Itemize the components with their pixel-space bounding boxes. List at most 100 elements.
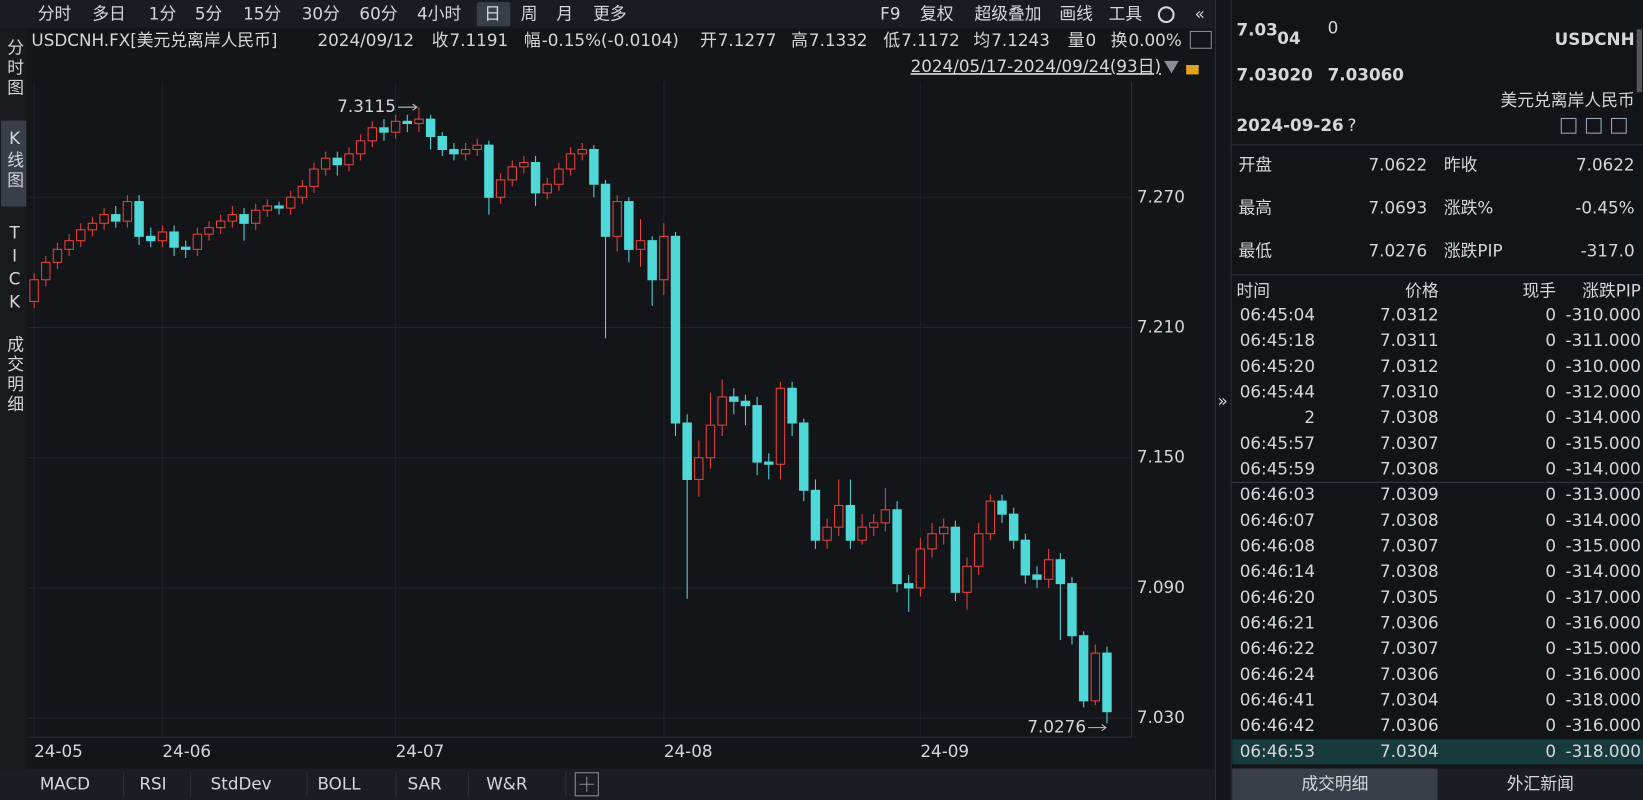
panel-tab-bg <box>1437 768 1643 800</box>
candle-body <box>799 422 809 491</box>
trade-volume: 0 <box>1545 510 1556 530</box>
indicator-tab[interactable]: BOLL <box>317 773 361 793</box>
candle-body <box>495 179 506 198</box>
indicator-tab[interactable]: StdDev <box>211 773 272 793</box>
trade-time: 06:46:42 <box>1240 715 1315 735</box>
indicator-tab[interactable]: RSI <box>139 773 166 793</box>
x-tick-label: 24-05 <box>34 741 83 761</box>
candle-body <box>682 422 692 480</box>
period-button[interactable]: 30分 <box>302 4 340 24</box>
trade-price: 7.0308 <box>1380 510 1439 530</box>
side-tab[interactable]: K线图 <box>5 128 25 191</box>
candle-body <box>764 461 774 465</box>
trade-volume: 0 <box>1545 459 1556 479</box>
stat-value: -0.45% <box>1575 198 1634 218</box>
candle-body <box>834 504 844 528</box>
trade-change: -312.000 <box>1566 382 1641 402</box>
trade-change: -316.000 <box>1566 612 1641 632</box>
candle-body <box>775 387 786 465</box>
candle-body <box>472 144 482 151</box>
side-tab[interactable]: TICK <box>5 222 25 315</box>
tool-button[interactable]: 复权 <box>920 4 954 24</box>
candle-body <box>390 120 401 133</box>
period-button[interactable]: 分时 <box>38 4 72 24</box>
candle-body <box>1078 635 1089 702</box>
trade-change: -311.000 <box>1566 330 1641 350</box>
panel-tab[interactable]: 外汇新闻 <box>1507 773 1574 793</box>
tool-button[interactable]: F9 <box>880 4 900 24</box>
trade-volume: 0 <box>1545 305 1556 325</box>
tool-button[interactable]: 工具 <box>1109 4 1143 24</box>
candle-body <box>227 214 238 222</box>
period-button[interactable]: 日 <box>484 4 501 24</box>
info-label: 开 <box>700 30 717 50</box>
trade-volume: 0 <box>1545 433 1556 453</box>
low-annotation: 7.0276 <box>1027 717 1086 737</box>
period-button[interactable]: 更多 <box>593 4 627 24</box>
panel-tab-active <box>1232 768 1438 800</box>
candle-body <box>904 583 914 589</box>
trade-volume: 0 <box>1545 612 1556 632</box>
info-label: 收 <box>432 30 449 50</box>
period-button[interactable]: 5分 <box>195 4 223 24</box>
candle-body <box>880 509 891 524</box>
stat-label: 涨跌% <box>1444 198 1493 218</box>
info-label: 均 <box>973 30 990 50</box>
trade-time: 06:46:41 <box>1240 689 1315 709</box>
candle-body <box>332 157 343 166</box>
selected-row-bg <box>1232 739 1643 765</box>
high-annotation: 7.3115 <box>337 96 396 116</box>
stat-value: 7.0276 <box>1368 241 1427 261</box>
side-tab[interactable]: 分时图 <box>5 39 25 99</box>
symbol-name: USDCNH.FX[美元兑离岸人民币] <box>31 30 277 50</box>
scrollbar <box>1636 29 1642 93</box>
panel-icon[interactable] <box>1585 117 1602 134</box>
candle-body <box>845 504 856 541</box>
candle-body <box>985 500 996 535</box>
add-indicator-plus <box>579 776 595 792</box>
period-button[interactable]: 多日 <box>92 4 126 24</box>
period-button[interactable]: 4小时 <box>417 4 461 24</box>
candle-body <box>239 214 249 224</box>
panel-icon[interactable] <box>1611 117 1627 134</box>
candle-body <box>530 162 541 194</box>
trade-volume: 0 <box>1545 715 1556 735</box>
trade-price: 7.0307 <box>1380 638 1439 658</box>
trade-time: 06:46:07 <box>1240 510 1315 530</box>
trade-header: 时间 <box>1236 280 1270 300</box>
help-mark[interactable]: ? <box>1348 115 1357 135</box>
trade-change: -314.000 <box>1566 510 1641 530</box>
trade-time: 06:45:57 <box>1240 433 1315 453</box>
x-tick-label: 24-06 <box>162 741 211 761</box>
indicator-tab[interactable]: SAR <box>408 773 442 793</box>
period-button[interactable]: 周 <box>521 4 538 24</box>
candle-body <box>810 489 821 541</box>
period-button[interactable]: 60分 <box>359 4 397 24</box>
y-tick-label: 7.270 <box>1137 186 1185 206</box>
collapse-arrow: » <box>1218 391 1228 411</box>
range-dropdown[interactable] <box>1164 60 1179 74</box>
add-indicator[interactable] <box>574 772 599 797</box>
trade-time: 06:46:22 <box>1240 638 1315 658</box>
candle-body <box>670 235 681 424</box>
period-button[interactable]: 15分 <box>243 4 281 24</box>
indicator-tab[interactable]: MACD <box>40 773 90 793</box>
candle-body <box>285 196 296 209</box>
date-range[interactable]: 2024/05/17-2024/09/24(93日) <box>911 56 1161 76</box>
indicator-tab[interactable]: W&R <box>486 773 528 793</box>
tool-button[interactable]: 画线 <box>1059 4 1093 24</box>
candle-body <box>99 214 109 224</box>
candle-body <box>729 396 739 402</box>
panel-icon[interactable] <box>1560 117 1577 134</box>
candle-body <box>915 548 926 589</box>
panel-tab[interactable]: 成交明细 <box>1301 773 1368 793</box>
candle-body <box>87 222 98 231</box>
tool-button[interactable]: 超级叠加 <box>974 4 1041 24</box>
side-tab[interactable]: 成交明细 <box>5 335 25 415</box>
collapse-icon[interactable]: « <box>1195 4 1205 24</box>
period-button[interactable]: 月 <box>556 4 573 24</box>
candle-body <box>320 157 331 170</box>
settings-icon[interactable] <box>1157 6 1175 24</box>
candle-body <box>146 235 156 242</box>
period-button[interactable]: 1分 <box>149 4 177 24</box>
